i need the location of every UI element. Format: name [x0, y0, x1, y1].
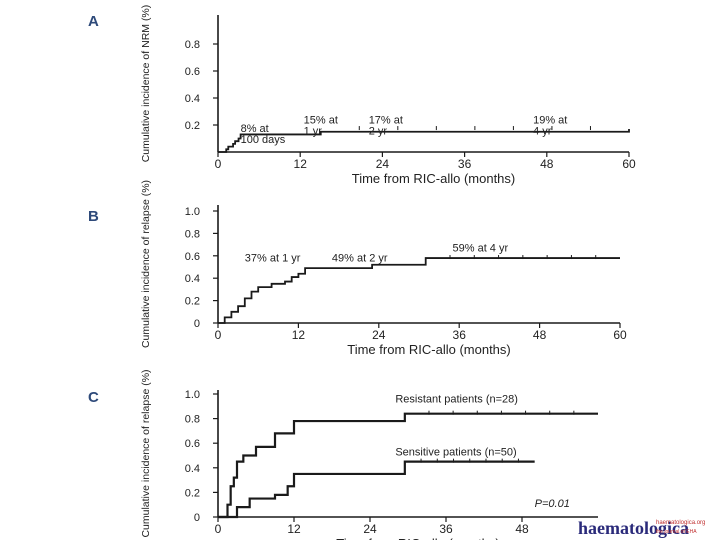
panel-letter: C — [88, 389, 99, 406]
x-tick-label: 24 — [372, 328, 386, 342]
y-tick-label: 0.2 — [185, 296, 200, 308]
x-tick-label: 12 — [287, 522, 301, 536]
annotation-label: Resistant patients (n=28) — [395, 394, 518, 406]
annotation-label: 1 yr — [304, 126, 323, 138]
y-tick-label: 0.4 — [185, 463, 200, 475]
y-tick-label: 0 — [194, 318, 200, 330]
logo-url: haematologica.org — [656, 520, 705, 526]
chart-panel-c: C 0 0.2 0.4 0.6 0.8 1.0 0 12 24 36 48 Time from RIC-… — [88, 369, 598, 540]
x-tick-label: 0 — [215, 522, 222, 536]
y-axis-label: Cumulative incidence of NRM (%) — [140, 5, 152, 163]
y-tick-label: 0.6 — [185, 251, 200, 263]
chart-panel-b: B 0 0.2 0.4 0.6 0.8 1.0 0 12 24 36 48 60 Time from RI… — [88, 180, 627, 357]
annotation-label: 2 yr — [369, 126, 388, 138]
x-tick-label: 60 — [622, 157, 636, 171]
annotation-label: P=0.01 — [535, 498, 570, 510]
series-line-1 — [218, 129, 630, 153]
y-tick-label: 0.6 — [185, 66, 200, 78]
series-line-1 — [218, 257, 620, 324]
x-tick-label: 36 — [458, 157, 472, 171]
y-tick-label: 0 — [194, 512, 200, 524]
annotation-label: Sensitive patients (n=50) — [395, 447, 516, 459]
y-tick-label: 0.8 — [185, 228, 200, 240]
y-tick-label: 0.8 — [185, 39, 200, 51]
y-tick-label: 0.4 — [185, 273, 200, 285]
x-tick-label: 12 — [294, 157, 308, 171]
x-axis-label: Time from RIC-allo (months) — [347, 342, 510, 357]
x-tick-label: 24 — [363, 522, 377, 536]
chart-panel-a: A 0.2 0.4 0.6 0.8 0 12 24 36 48 60 Time from RIC-al… — [88, 5, 636, 186]
x-tick-label: 0 — [215, 157, 222, 171]
annotation-label: 37% at 1 yr — [245, 252, 301, 264]
y-tick-label: 1.0 — [185, 389, 200, 401]
x-tick-label: 12 — [292, 328, 306, 342]
y-tick-label: 0.8 — [185, 414, 200, 426]
y-tick-label: 0.6 — [185, 438, 200, 450]
annotation-label: 100 days — [241, 134, 286, 146]
y-tick-label: 0.4 — [185, 93, 200, 105]
annotation-label: 17% at — [369, 115, 403, 127]
y-axis-label: Cumulative incidence of relapse (%) — [140, 369, 152, 537]
logo-wordmark: haematologica — [578, 518, 689, 538]
y-tick-label: 0.2 — [185, 487, 200, 499]
series-line-2 — [218, 460, 535, 519]
series-line-1 — [218, 412, 598, 519]
annotation-label: 19% at — [533, 115, 567, 127]
x-tick-label: 48 — [515, 522, 529, 536]
logo-subtitle: the journal of EHA — [656, 529, 697, 535]
x-axis-label: Time from RIC-allo (months) — [336, 536, 499, 540]
x-axis-label: Time from RIC-allo (months) — [352, 171, 515, 186]
y-axis-label: Cumulative incidence of relapse (%) — [140, 180, 152, 348]
x-tick-label: 48 — [533, 328, 547, 342]
panel-letter: A — [88, 13, 99, 30]
panel-letter: B — [88, 208, 99, 225]
annotation-label: 8% at — [241, 123, 269, 135]
annotation-label: 4 yr — [533, 126, 552, 138]
annotation-label: 59% at 4 yr — [453, 242, 509, 254]
annotation-label: 15% at — [304, 115, 338, 127]
x-tick-label: 36 — [439, 522, 453, 536]
x-tick-label: 24 — [376, 157, 390, 171]
x-tick-label: 60 — [613, 328, 627, 342]
annotation-label: 49% at 2 yr — [332, 252, 388, 264]
x-tick-label: 48 — [540, 157, 554, 171]
y-tick-label: 1.0 — [185, 206, 200, 218]
y-tick-label: 0.2 — [185, 120, 200, 132]
x-tick-label: 36 — [453, 328, 467, 342]
x-tick-label: 0 — [215, 328, 222, 342]
